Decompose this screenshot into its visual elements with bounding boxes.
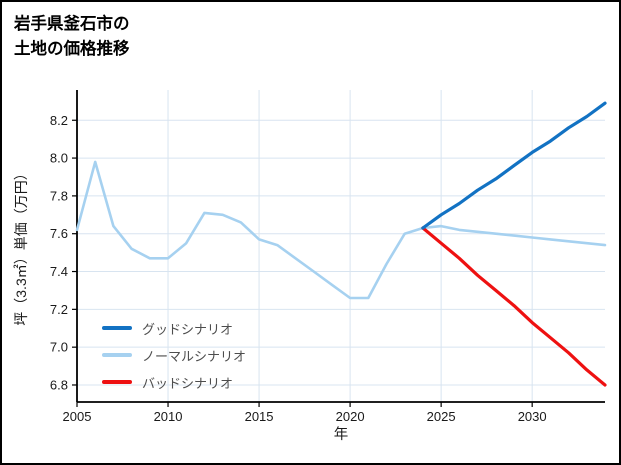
x-tick-label: 2030 [518, 409, 547, 424]
series-line-normal [75, 160, 607, 300]
legend-label-bad: バッドシナリオ [142, 375, 234, 391]
legend-item-good: グッドシナリオ [102, 319, 246, 337]
y-axis-label: 坪（3.3㎡）単価（万円） [13, 166, 29, 325]
x-axis-label: 年 [334, 426, 349, 443]
legend-swatch-good [102, 326, 132, 330]
y-tick-label: 7.2 [50, 302, 68, 317]
y-tick-label: 6.8 [50, 377, 68, 392]
chart-legend: グッドシナリオ ノーマルシナリオ バッドシナリオ [102, 319, 246, 391]
legend-label-normal: ノーマルシナリオ [142, 348, 247, 364]
series-line-good [421, 101, 607, 230]
x-tick-label: 2005 [63, 409, 92, 424]
x-tick-label: 2025 [427, 409, 456, 424]
y-tick-label: 8.0 [50, 151, 68, 166]
legend-swatch-bad [102, 380, 132, 384]
legend-label-good: グッドシナリオ [142, 321, 234, 337]
legend-swatch-normal [102, 353, 132, 357]
y-tick-label: 8.2 [50, 113, 68, 128]
y-tick-label: 7.0 [50, 340, 68, 355]
y-tick-label: 7.6 [50, 226, 68, 241]
legend-item-normal: ノーマルシナリオ [102, 346, 246, 364]
chart-title-line1: 岩手県釜石市の [14, 15, 130, 33]
x-tick-label: 2020 [336, 409, 365, 424]
legend-item-bad: バッドシナリオ [102, 373, 246, 391]
chart-title: 岩手県釜石市の 土地の価格推移 [14, 12, 130, 62]
x-tick-label: 2015 [245, 409, 274, 424]
y-tick-label: 7.8 [50, 188, 68, 203]
chart-title-line2: 土地の価格推移 [14, 39, 130, 58]
y-tick-label: 7.4 [50, 264, 68, 279]
x-tick-label: 2010 [154, 409, 183, 424]
series-line-bad [421, 226, 607, 387]
